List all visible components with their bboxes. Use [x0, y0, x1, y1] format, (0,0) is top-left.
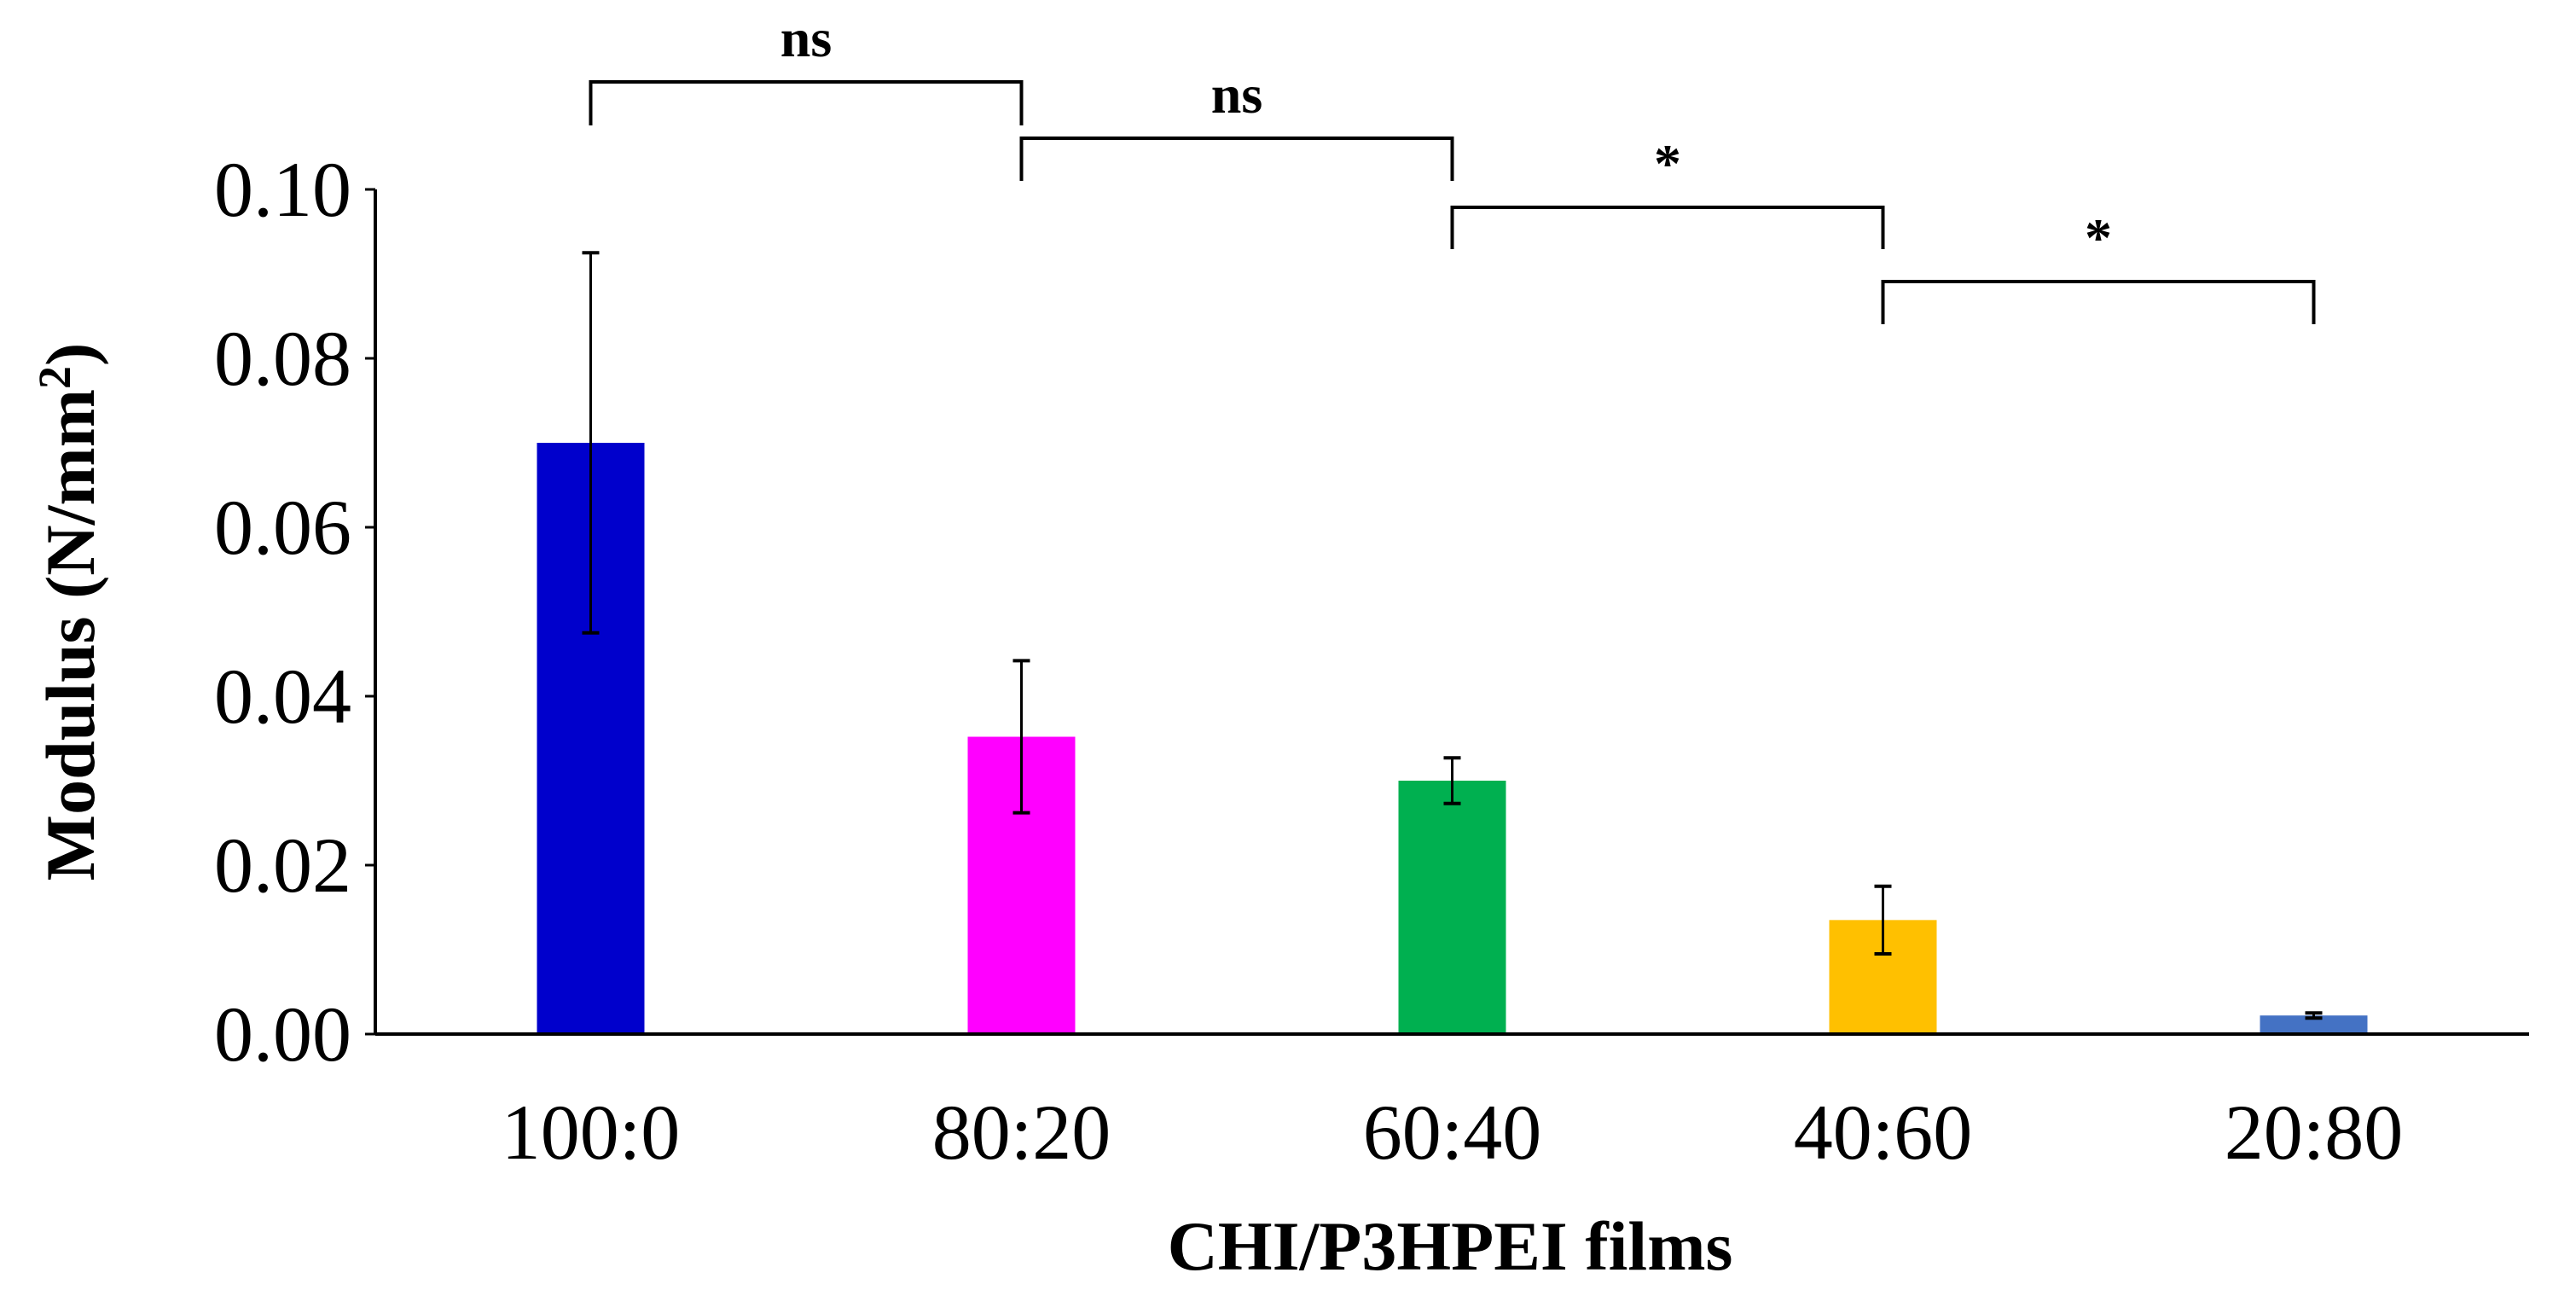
- significance-bracket-1: ns: [1019, 64, 1454, 181]
- y-tick-label-5: 0.10: [214, 146, 351, 233]
- error-bar-3: [1874, 884, 1892, 956]
- error-bars-layer: [582, 251, 2323, 1020]
- bracket-line: [589, 80, 1024, 125]
- error-bar-1: [1012, 659, 1030, 815]
- bars-layer: [537, 443, 2368, 1034]
- x-axis-title: CHI/P3HPEI films: [1168, 1207, 1733, 1285]
- significance-label: ns: [1211, 64, 1263, 125]
- x-tick-label-1: 80:20: [932, 1089, 1111, 1176]
- bracket-line: [1450, 206, 1885, 249]
- y-tick-label-4: 0.08: [214, 315, 351, 402]
- bracket-line: [1881, 280, 2316, 324]
- significance-bracket-2: *: [1450, 133, 1885, 249]
- error-bar-4: [2305, 1011, 2323, 1020]
- y-axis-title-main: Modulus (N/mm: [32, 389, 109, 880]
- x-tick-label-3: 40:60: [1794, 1089, 1973, 1176]
- significance-label: ns: [780, 8, 833, 68]
- bar-4: [2260, 1015, 2368, 1034]
- y-tick-label-2: 0.04: [214, 653, 351, 740]
- y-axis-title-superscript: 2: [29, 366, 80, 389]
- error-bar-2: [1443, 756, 1461, 805]
- y-axis-title-close: ): [32, 343, 109, 366]
- bar-2: [1398, 781, 1506, 1034]
- significance-bracket-0: ns: [589, 8, 1024, 125]
- y-tick-label-1: 0.02: [214, 822, 351, 909]
- significance-label: *: [2085, 207, 2112, 268]
- x-tick-label-2: 60:40: [1363, 1089, 1542, 1176]
- x-ticks-layer: 100:0 80:20 60:40 40:60 20:80: [502, 1089, 2404, 1176]
- x-tick-label-4: 20:80: [2225, 1089, 2404, 1176]
- significance-bracket-3: *: [1881, 207, 2316, 324]
- y-tick-label-3: 0.06: [214, 484, 351, 571]
- significance-layer: ns ns * *: [589, 8, 2316, 324]
- x-tick-label-0: 100:0: [502, 1089, 681, 1176]
- y-tick-label-0: 0.00: [214, 991, 351, 1078]
- y-ticks-layer: 0.00 0.02 0.04 0.06 0.08 0.10: [214, 146, 375, 1078]
- error-bar-0: [582, 251, 600, 635]
- y-axis-title: Modulus (N/mm2): [29, 343, 109, 881]
- bracket-line: [1019, 137, 1454, 181]
- significance-label: *: [1654, 133, 1681, 194]
